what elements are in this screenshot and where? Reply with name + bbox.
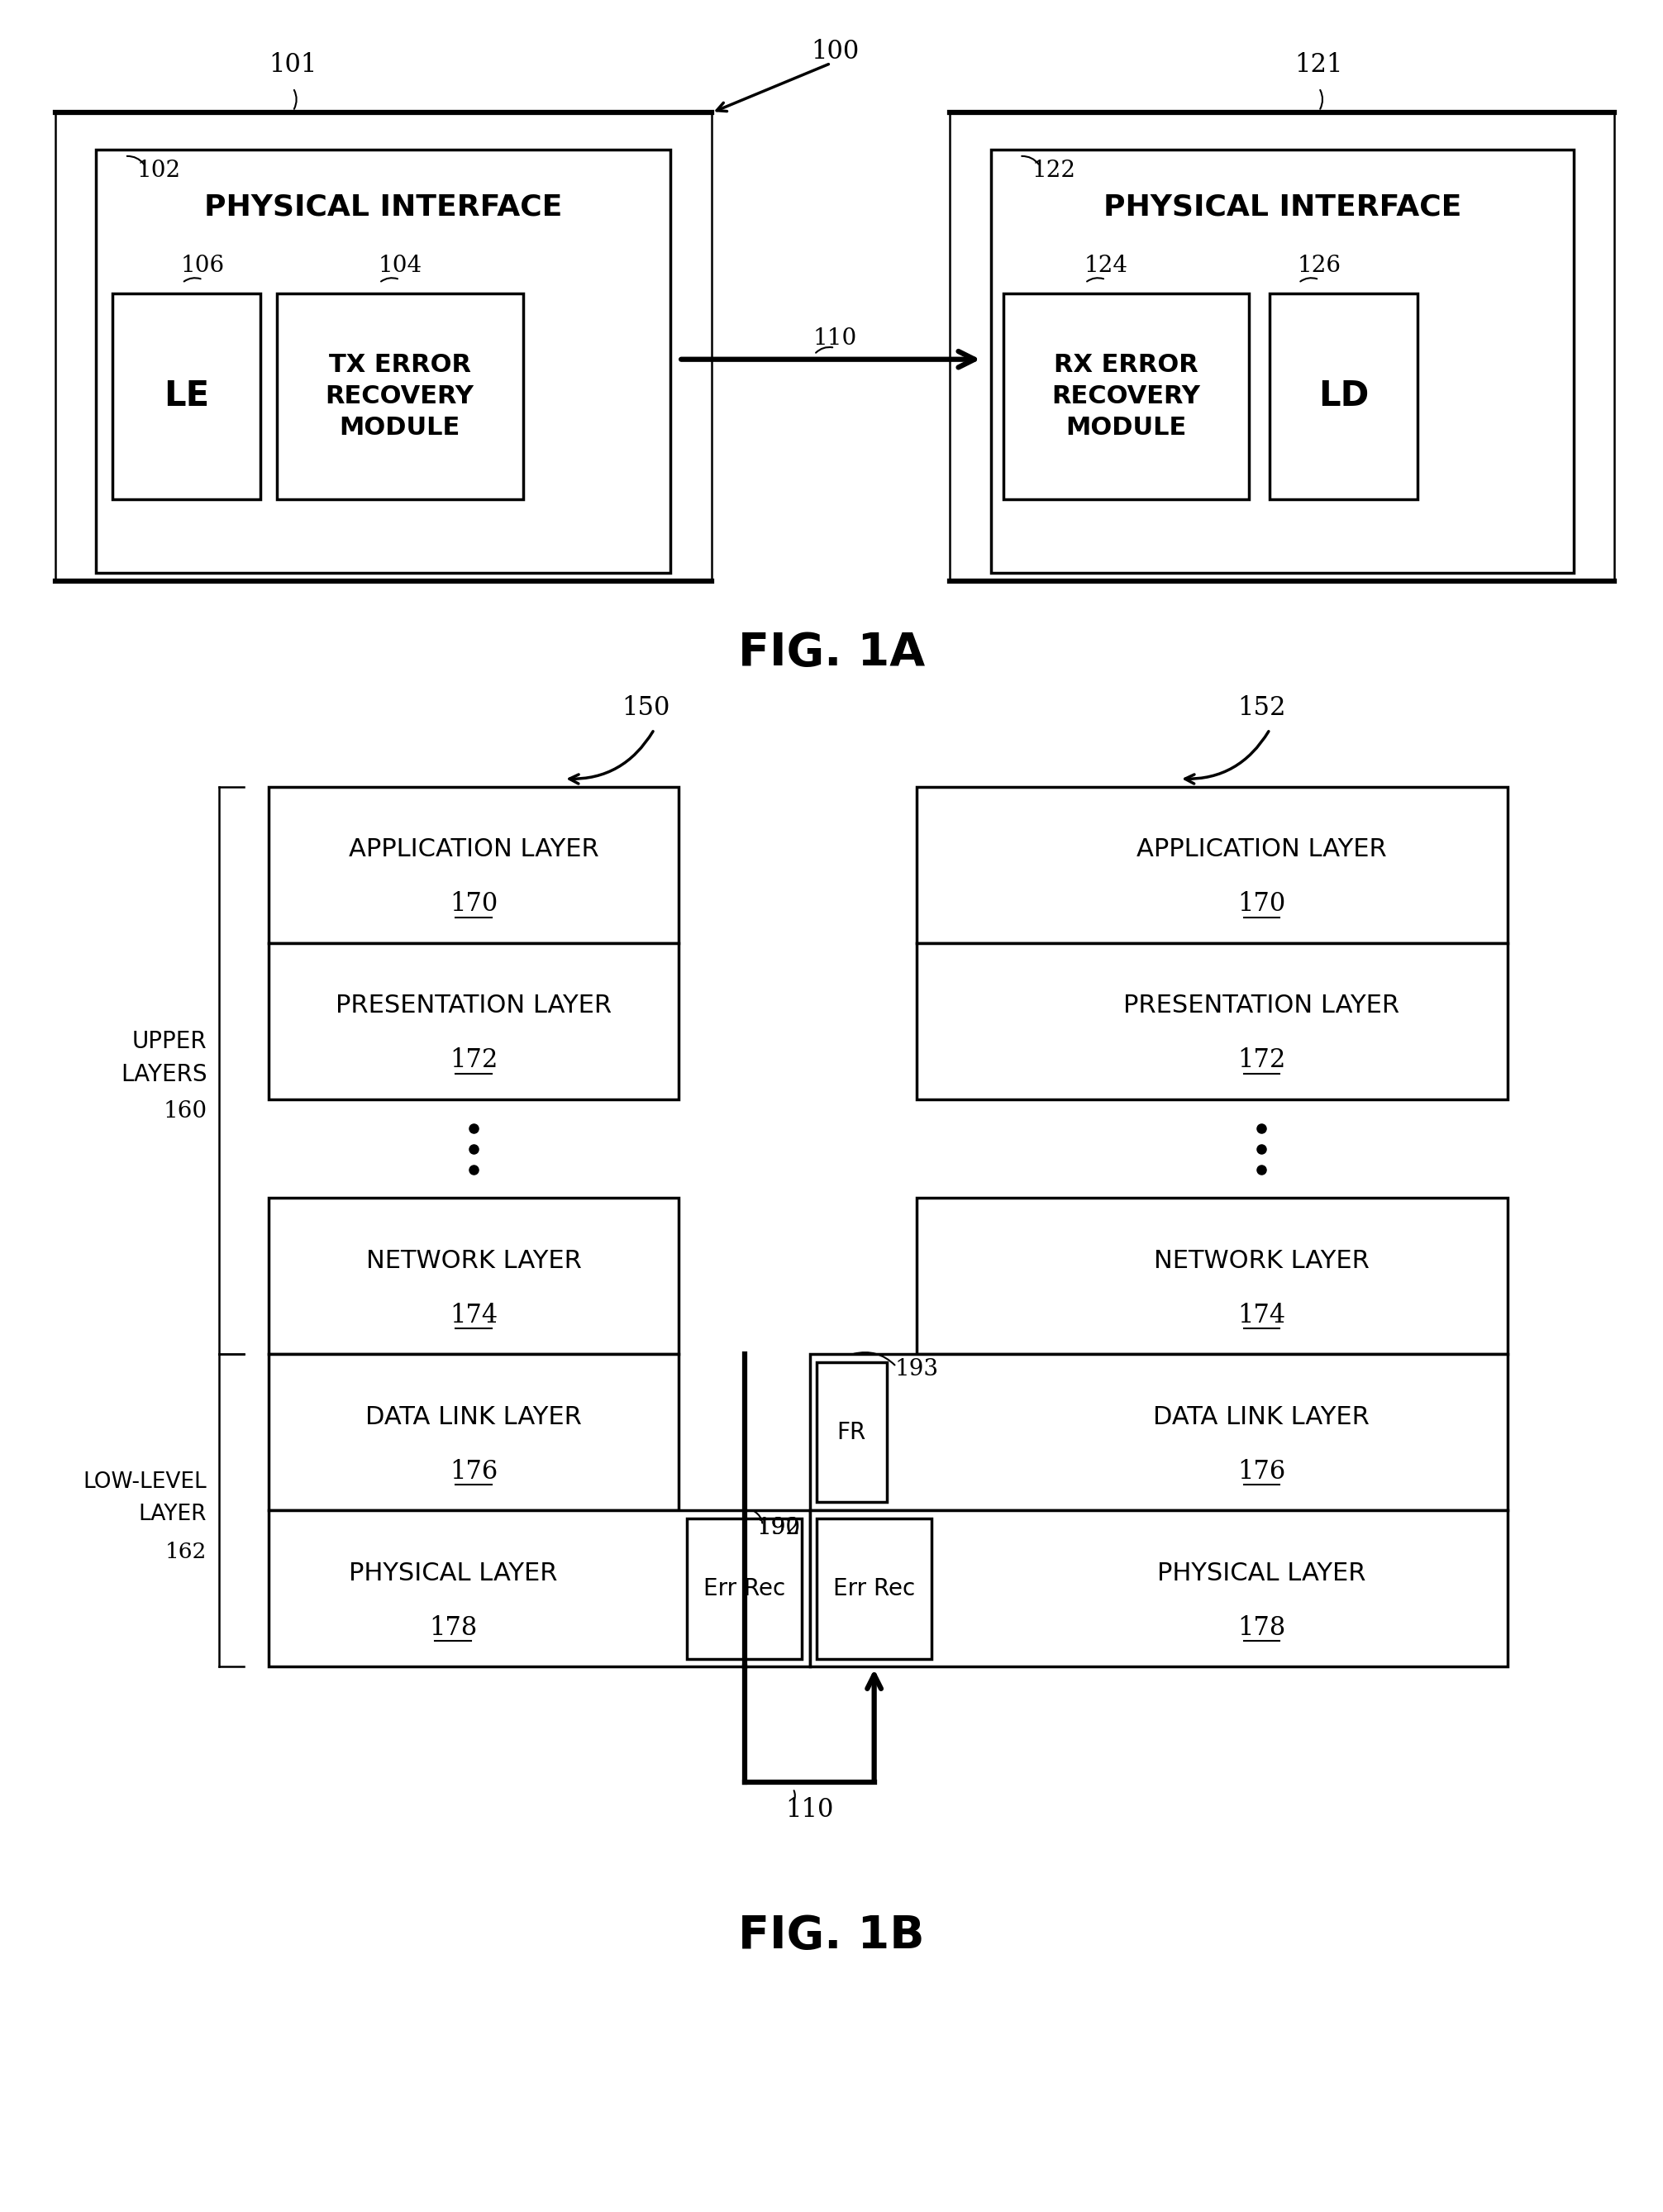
Text: 192: 192 (757, 1517, 800, 1540)
Bar (916, 1199, 1508, 1354)
Text: 174: 174 (449, 1303, 497, 1327)
Text: Err Rec: Err Rec (703, 1577, 785, 1599)
Text: LE: LE (163, 378, 210, 414)
Bar (916, 942, 1508, 1099)
Text: FIG. 1A: FIG. 1A (738, 630, 925, 675)
Bar (268, 787, 679, 942)
Text: PHYSICAL INTERFACE: PHYSICAL INTERFACE (1103, 192, 1462, 221)
Bar (113, 294, 259, 500)
Text: LD: LD (1319, 378, 1369, 414)
Text: 174: 174 (1237, 1303, 1285, 1327)
Text: 110: 110 (813, 327, 856, 349)
Text: 126: 126 (1297, 254, 1340, 276)
Text: 193: 193 (895, 1358, 938, 1380)
Text: DATA LINK LAYER: DATA LINK LAYER (366, 1405, 582, 1429)
Text: PHYSICAL LAYER: PHYSICAL LAYER (1157, 1562, 1365, 1586)
Text: 110: 110 (785, 1796, 833, 1823)
Text: APPLICATION LAYER: APPLICATION LAYER (349, 838, 599, 860)
Text: PHYSICAL INTERFACE: PHYSICAL INTERFACE (205, 192, 562, 221)
Text: 106: 106 (181, 254, 225, 276)
Text: 122: 122 (1031, 159, 1076, 181)
Text: FR: FR (836, 1420, 866, 1444)
Text: LOW-LEVEL: LOW-LEVEL (83, 1471, 206, 1493)
Text: PRESENTATION LAYER: PRESENTATION LAYER (1124, 993, 1400, 1018)
Bar (817, 1520, 931, 1659)
Bar (268, 1354, 679, 1511)
Text: 104: 104 (378, 254, 422, 276)
Text: DATA LINK LAYER: DATA LINK LAYER (1154, 1405, 1370, 1429)
Text: 121: 121 (1295, 53, 1344, 77)
Text: Err Rec: Err Rec (833, 1577, 915, 1599)
Text: 178: 178 (429, 1615, 477, 1641)
Text: 102: 102 (136, 159, 181, 181)
Text: 101: 101 (269, 53, 318, 77)
Bar (276, 294, 522, 500)
Bar (687, 1520, 802, 1659)
Text: 176: 176 (449, 1458, 497, 1484)
Text: RX ERROR
RECOVERY
MODULE: RX ERROR RECOVERY MODULE (1051, 352, 1201, 440)
Text: LAYER: LAYER (138, 1504, 206, 1526)
Text: 176: 176 (1237, 1458, 1285, 1484)
Bar (1271, 294, 1417, 500)
Bar (96, 150, 670, 573)
Bar (810, 1354, 1508, 1511)
Bar (268, 942, 679, 1099)
Text: NETWORK LAYER: NETWORK LAYER (366, 1248, 582, 1272)
Text: NETWORK LAYER: NETWORK LAYER (1154, 1248, 1369, 1272)
Text: 172: 172 (449, 1048, 497, 1073)
Bar (916, 787, 1508, 942)
Bar (810, 1511, 1508, 1668)
Bar (991, 150, 1573, 573)
Text: 100: 100 (810, 38, 858, 64)
Text: 170: 170 (1237, 891, 1285, 918)
Text: 178: 178 (1237, 1615, 1285, 1641)
Text: 172: 172 (1237, 1048, 1285, 1073)
Text: FIG. 1B: FIG. 1B (738, 1913, 925, 1958)
Text: 160: 160 (163, 1102, 206, 1124)
Text: UPPER: UPPER (131, 1031, 206, 1053)
Text: LAYERS: LAYERS (120, 1064, 206, 1086)
Text: 190: 190 (757, 1517, 800, 1540)
Text: 124: 124 (1084, 254, 1128, 276)
Bar (817, 1363, 886, 1502)
Text: PHYSICAL LAYER: PHYSICAL LAYER (349, 1562, 557, 1586)
Bar (268, 1511, 810, 1668)
Text: 162: 162 (165, 1542, 206, 1562)
Text: TX ERROR
RECOVERY
MODULE: TX ERROR RECOVERY MODULE (326, 352, 474, 440)
Text: 170: 170 (449, 891, 497, 918)
Text: 152: 152 (1237, 695, 1285, 721)
Text: PRESENTATION LAYER: PRESENTATION LAYER (336, 993, 612, 1018)
Bar (268, 1199, 679, 1354)
Text: 150: 150 (622, 695, 670, 721)
Bar (1003, 294, 1249, 500)
Text: APPLICATION LAYER: APPLICATION LAYER (1136, 838, 1387, 860)
